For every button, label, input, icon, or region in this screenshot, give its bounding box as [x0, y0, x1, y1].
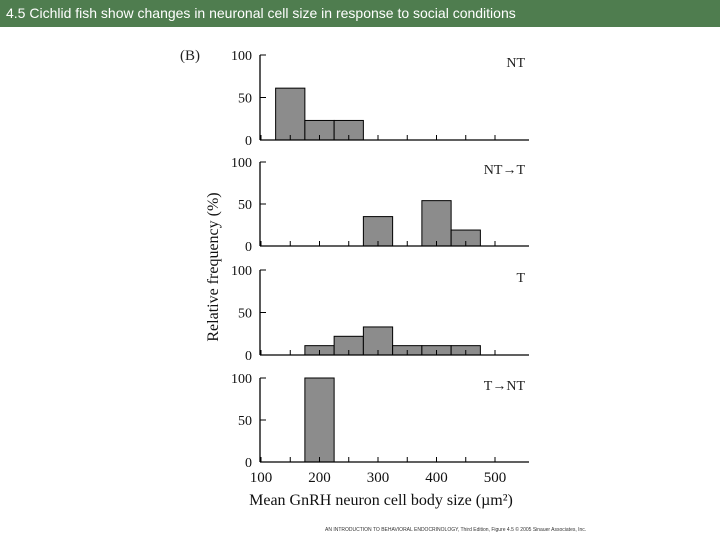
y-tick-label: 50	[238, 307, 252, 322]
x-tick-label: 500	[484, 470, 507, 486]
y-axis-title: Relative frequency (%)	[205, 192, 222, 341]
y-tick-label: 100	[231, 49, 252, 64]
series-label: T→NT	[484, 379, 526, 394]
series-label: T	[516, 271, 525, 286]
figure-citation: AN INTRODUCTION TO BEHAVIORAL ENDOCRINOL…	[325, 527, 587, 533]
x-axis-title: Mean GnRH neuron cell body size (µm²)	[249, 492, 513, 509]
y-tick-label: 50	[238, 92, 252, 107]
y-tick-label: 100	[231, 372, 252, 387]
x-tick-label: 100	[250, 470, 273, 486]
y-tick-label: 0	[245, 349, 252, 364]
x-tick-label: 400	[425, 470, 448, 486]
y-tick-label: 100	[231, 264, 252, 279]
panel-label: (B)	[180, 48, 200, 64]
y-tick-label: 0	[245, 134, 252, 149]
y-tick-label: 50	[238, 414, 252, 429]
series-label: NT→T	[484, 163, 526, 178]
histogram-bar	[304, 377, 335, 463]
x-tick-label: 300	[367, 470, 390, 486]
histogram-bar	[421, 200, 452, 247]
series-label: NT	[506, 56, 525, 71]
y-tick-label: 0	[245, 456, 252, 471]
slide-title: 4.5 Cichlid fish show changes in neurona…	[6, 5, 516, 21]
title-bar: 4.5 Cichlid fish show changes in neurona…	[0, 0, 720, 27]
x-tick-label: 200	[308, 470, 331, 486]
y-tick-label: 50	[238, 198, 252, 213]
y-tick-label: 0	[245, 240, 252, 255]
y-tick-label: 100	[231, 156, 252, 171]
histogram-bar	[275, 87, 306, 141]
